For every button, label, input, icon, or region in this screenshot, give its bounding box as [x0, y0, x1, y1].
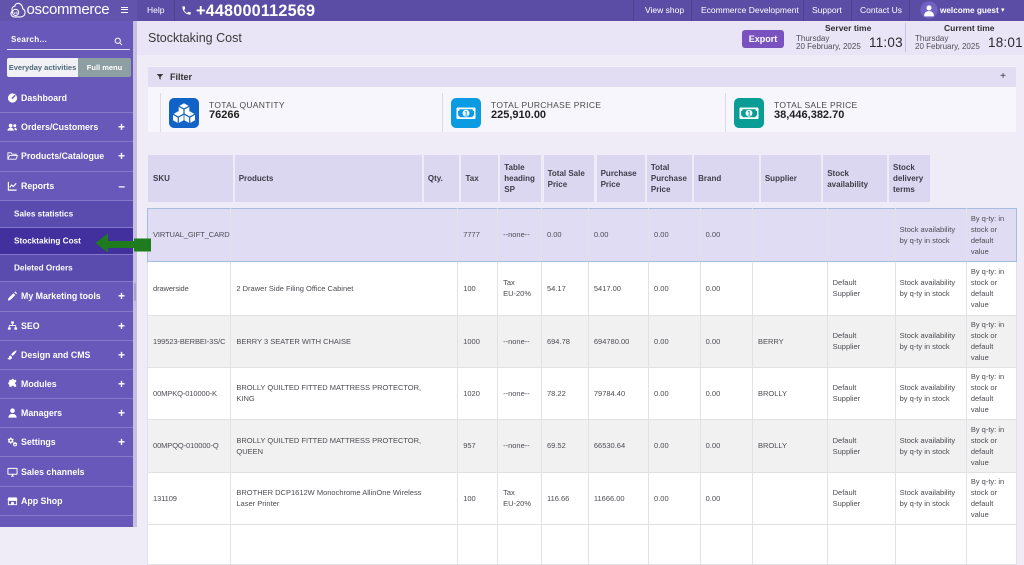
svg-text:v4: v4 [14, 11, 18, 15]
svg-text:1: 1 [747, 111, 751, 118]
svg-text:1: 1 [464, 111, 468, 118]
